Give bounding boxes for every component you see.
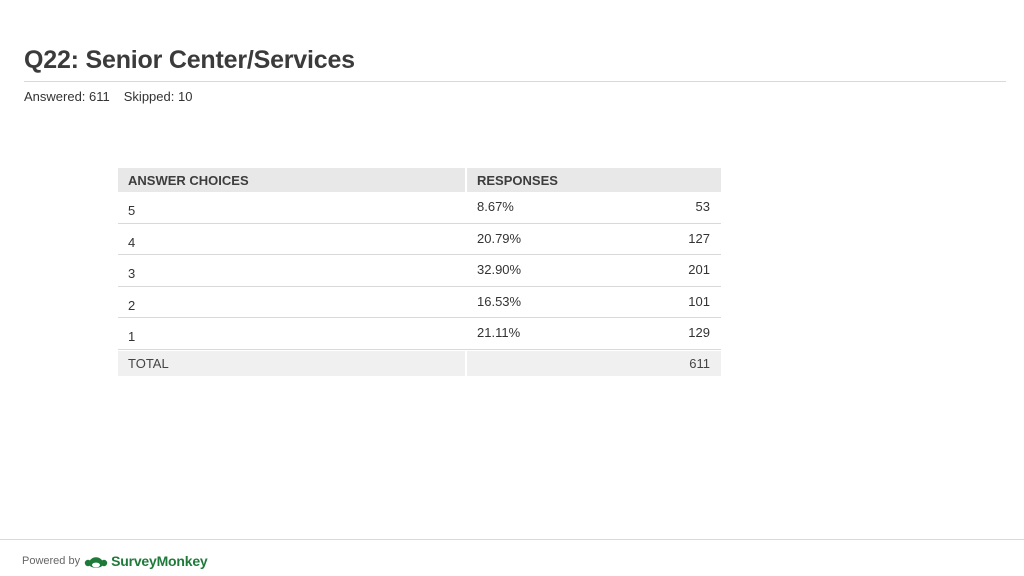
total-row: TOTAL 611 xyxy=(118,350,721,376)
table-header-row: ANSWER CHOICES RESPONSES xyxy=(118,168,721,192)
footer-divider xyxy=(0,539,1024,540)
header-answer-choices: ANSWER CHOICES xyxy=(118,168,465,192)
response-count: 53 xyxy=(695,199,710,214)
answer-choice: 2 xyxy=(128,297,136,313)
response-cell: 16.53% 101 xyxy=(467,287,721,318)
response-cell: 32.90% 201 xyxy=(467,255,721,286)
powered-by: Powered by SurveyMonkey xyxy=(22,552,208,570)
table-body: 5 8.67% 53 4 20.79% 127 3 32.90% 201 2 16.53% 101 1 2… xyxy=(118,192,721,350)
answer-choice: 5 xyxy=(128,203,136,218)
page-title: Q22: Senior Center/Services xyxy=(24,46,355,74)
skipped-count: Skipped: 10 xyxy=(123,89,193,104)
table-row: 1 21.11% 129 xyxy=(118,318,721,350)
answered-count: Answered: 611 xyxy=(24,89,110,104)
response-cell: 20.79% 127 xyxy=(467,224,721,255)
total-value: 611 xyxy=(689,355,710,371)
answer-choice: 4 xyxy=(128,234,136,250)
answer-choice: 3 xyxy=(128,266,136,282)
response-percent: 32.90% xyxy=(477,262,522,278)
response-count: 201 xyxy=(688,262,710,278)
surveymonkey-logo-icon xyxy=(84,557,108,568)
response-count: 101 xyxy=(688,293,710,309)
response-percent: 21.11% xyxy=(477,325,521,341)
response-count: 127 xyxy=(688,230,710,246)
title-divider xyxy=(24,81,1006,82)
results-table: ANSWER CHOICES RESPONSES 5 8.67% 53 4 20.79%… xyxy=(118,168,721,376)
total-label: TOTAL xyxy=(118,350,465,376)
answer-choice: 1 xyxy=(128,329,136,345)
header-responses: RESPONSES xyxy=(467,168,721,192)
response-percent: 16.53% xyxy=(477,293,522,309)
table-row: 5 8.67% 53 xyxy=(118,192,721,224)
response-cell: 21.11% 129 xyxy=(467,318,721,349)
brand-name: SurveyMonkey xyxy=(111,553,208,569)
table-row: 2 16.53% 101 xyxy=(118,287,721,319)
powered-by-label: Powered by xyxy=(22,555,81,567)
response-percent: 20.79% xyxy=(477,230,522,246)
response-count: 129 xyxy=(688,325,710,341)
response-percent: 8.67% xyxy=(477,199,514,214)
table-row: 4 20.79% 127 xyxy=(118,224,721,256)
surveymonkey-logo: SurveyMonkey xyxy=(84,552,208,570)
total-cell: 611 xyxy=(467,350,721,376)
response-stats: Answered: 611 Skipped: 10 xyxy=(24,89,192,104)
response-cell: 8.67% 53 xyxy=(467,192,721,223)
table-row: 3 32.90% 201 xyxy=(118,255,721,287)
